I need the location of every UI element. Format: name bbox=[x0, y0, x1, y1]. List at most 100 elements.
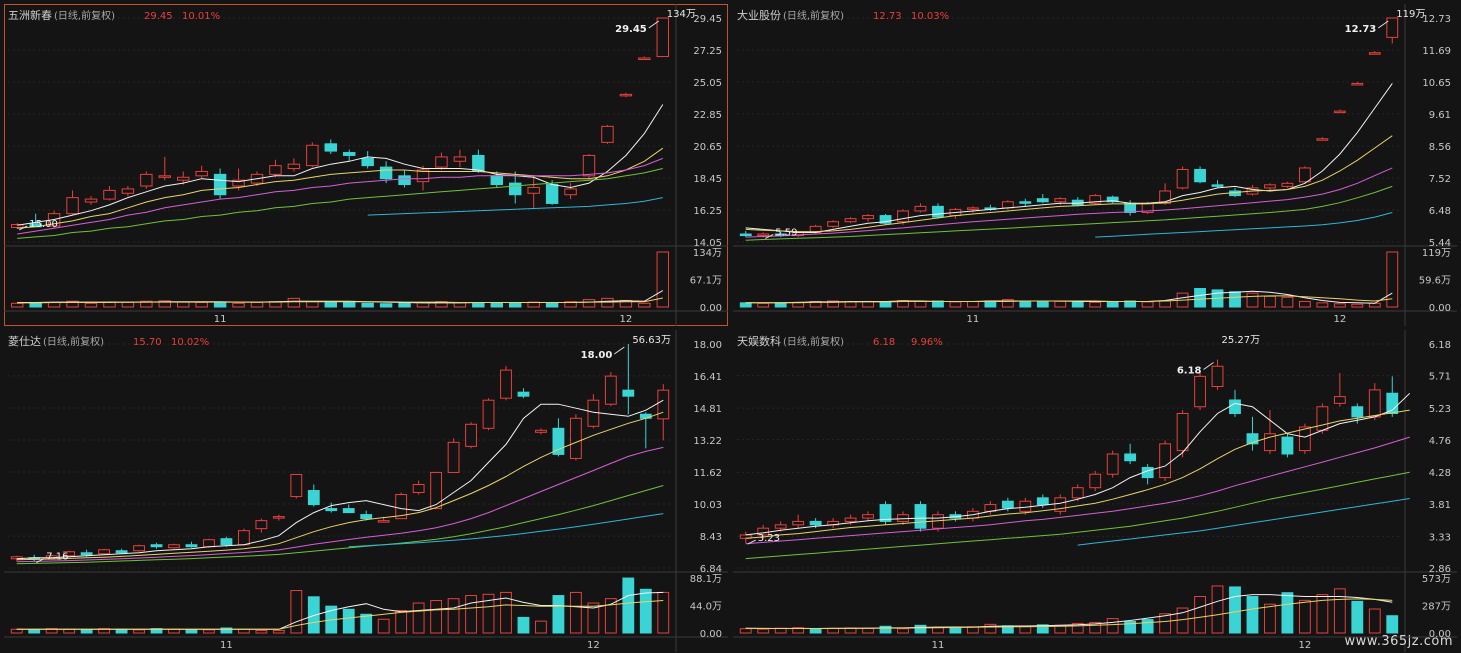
candle-body bbox=[897, 210, 909, 223]
candle-body bbox=[1368, 52, 1381, 55]
volume-bar bbox=[932, 300, 944, 308]
stock-name: 大业股份 bbox=[737, 8, 781, 22]
volume-bar bbox=[1019, 625, 1032, 634]
volume-bar bbox=[1194, 596, 1206, 634]
candle-body bbox=[232, 179, 245, 187]
candle-body bbox=[121, 188, 135, 194]
volume-bar bbox=[395, 610, 408, 634]
price-tick-label: 22.85 bbox=[693, 110, 722, 121]
lowest-price-label: 5.59 bbox=[775, 227, 797, 238]
candle-body bbox=[465, 423, 477, 447]
month-label: 11 bbox=[932, 640, 945, 651]
volume-tick-label: 0.00 bbox=[1429, 629, 1451, 640]
candle-body bbox=[1001, 500, 1014, 509]
candle-body bbox=[103, 189, 116, 200]
volume-bar bbox=[140, 300, 153, 308]
candle-body bbox=[639, 413, 652, 419]
volume-bar bbox=[290, 590, 303, 634]
volume-bar bbox=[792, 627, 805, 634]
current-price: 12.73 bbox=[873, 11, 902, 22]
volume-bar bbox=[879, 301, 892, 308]
lowest-price-label: 3.23 bbox=[758, 533, 780, 544]
volume-bar bbox=[639, 588, 652, 634]
candle-body bbox=[1281, 182, 1294, 187]
candle-body bbox=[80, 552, 93, 556]
candle-body bbox=[395, 494, 408, 520]
candle-body bbox=[545, 184, 559, 204]
price-tick-label: 5.44 bbox=[1429, 238, 1451, 249]
volume-bar bbox=[80, 629, 93, 634]
volume-bar bbox=[343, 301, 356, 308]
candle-body bbox=[1368, 389, 1381, 418]
candle-body bbox=[1159, 190, 1172, 204]
stock-panel-lingshida[interactable]: 18.00 16.41 14.81 13.22 11.62 10.03 8.43 6.84 88… bbox=[4, 330, 728, 652]
ma-line bbox=[16, 485, 664, 565]
volume-bar bbox=[657, 591, 670, 634]
volume-bar bbox=[827, 627, 840, 634]
volume-bar bbox=[1333, 588, 1346, 634]
candle-body bbox=[66, 197, 79, 215]
volume-bar bbox=[1281, 592, 1294, 634]
candle-body bbox=[1054, 198, 1067, 203]
current-price: 15.70 bbox=[133, 337, 162, 348]
candle-body bbox=[168, 544, 180, 549]
candle-body bbox=[638, 57, 651, 60]
volume-bar bbox=[569, 591, 582, 634]
candle-body bbox=[158, 175, 171, 178]
volume-tick-label: 134万 bbox=[693, 248, 722, 259]
stock-chart: 18.00 16.41 14.81 13.22 11.62 10.03 8.43 6.8488… bbox=[4, 330, 728, 652]
volume-ma-line bbox=[16, 600, 664, 630]
ma-line bbox=[745, 185, 1393, 241]
volume-bar bbox=[1036, 624, 1049, 634]
volume-bar bbox=[552, 595, 565, 634]
volume-bar bbox=[482, 593, 495, 634]
candle-body bbox=[1106, 196, 1119, 203]
highest-price-label: 29.45 bbox=[615, 24, 647, 35]
candle-body bbox=[564, 188, 577, 196]
candle-body bbox=[1298, 167, 1311, 183]
volume-bar bbox=[1351, 600, 1364, 634]
candle-body bbox=[1159, 443, 1172, 479]
price-tick-label: 7.52 bbox=[1429, 174, 1451, 185]
ma-line bbox=[1095, 212, 1393, 238]
volume-bar bbox=[306, 301, 319, 308]
stock-panel-wuzhouxinchun[interactable]: 29.45 27.25 25.05 22.85 20.65 18.45 16.25 14.05… bbox=[4, 4, 728, 326]
current-price: 29.45 bbox=[144, 11, 173, 22]
ma-line bbox=[745, 135, 1393, 233]
volume-bar bbox=[1316, 302, 1329, 308]
volume-tick-label: 0.00 bbox=[700, 303, 722, 314]
candle-body bbox=[1194, 375, 1206, 408]
volume-bar bbox=[377, 618, 390, 634]
peak-volume-label: 119万 bbox=[1396, 9, 1425, 20]
annotation-arrow bbox=[747, 539, 756, 545]
ma-line bbox=[16, 446, 664, 563]
candle-body bbox=[1333, 396, 1346, 404]
candle-body bbox=[435, 156, 448, 168]
volume-tick-label: 0.00 bbox=[700, 629, 722, 640]
price-tick-label: 6.84 bbox=[700, 564, 722, 575]
candle-body bbox=[1386, 17, 1399, 38]
volume-bar bbox=[1141, 301, 1154, 308]
candle-body bbox=[1124, 453, 1137, 462]
candle-body bbox=[237, 530, 250, 546]
candle-body bbox=[255, 520, 268, 530]
month-label: 11 bbox=[214, 314, 227, 325]
candle-body bbox=[582, 154, 596, 177]
candle-body bbox=[360, 514, 373, 520]
candle-body bbox=[177, 176, 190, 181]
candle-body bbox=[1054, 497, 1067, 512]
volume-bar bbox=[757, 302, 770, 308]
volume-bar bbox=[232, 302, 245, 308]
candle-body bbox=[527, 186, 540, 194]
price-tick-label: 14.05 bbox=[693, 238, 722, 249]
ma-line bbox=[348, 513, 664, 548]
volume-bar bbox=[1124, 620, 1137, 634]
volume-bar bbox=[509, 301, 522, 308]
stock-panel-dayegufen[interactable]: 12.73 11.69 10.65 9.61 8.56 7.52 6.48 5.44 119万 5… bbox=[733, 4, 1457, 326]
volume-ma-line bbox=[745, 594, 1393, 630]
candle-body bbox=[604, 375, 617, 405]
price-tick-label: 18.00 bbox=[693, 340, 722, 351]
price-tick-label: 18.45 bbox=[693, 174, 722, 185]
stock-panel-tianyushuke[interactable]: 6.18 5.71 5.23 4.76 4.28 3.81 3.33 2.86 573万 287万… bbox=[733, 330, 1457, 652]
candle-body bbox=[966, 207, 979, 210]
